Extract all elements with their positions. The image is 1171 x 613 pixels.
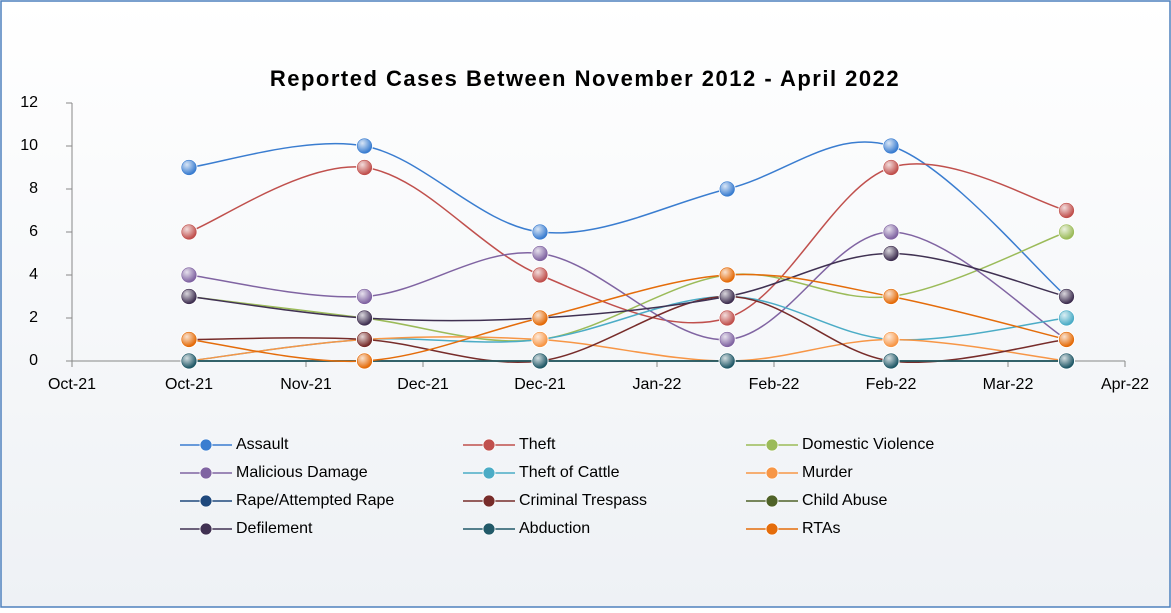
point-highlight	[720, 354, 735, 368]
point-highlight	[357, 139, 372, 153]
point-highlight	[182, 225, 196, 239]
legend-label: Murder	[802, 464, 853, 481]
point-highlight	[720, 268, 735, 282]
legend-marker	[482, 466, 496, 480]
point-highlight	[533, 311, 547, 325]
point-highlight	[357, 311, 372, 325]
x-tick-label: Oct-21	[165, 376, 213, 393]
point-highlight	[884, 354, 898, 368]
series-line	[188, 336, 1067, 362]
legend-marker	[199, 522, 213, 536]
legend-label: Abduction	[519, 520, 590, 537]
point-highlight	[720, 332, 735, 347]
legend-marker	[482, 522, 496, 536]
point-highlight	[884, 289, 898, 304]
legend-marker	[199, 494, 213, 508]
legend-label: Malicious Damage	[236, 464, 368, 481]
point-highlight	[1059, 225, 1074, 239]
point-highlight	[182, 354, 196, 368]
legend-label: Assault	[236, 436, 289, 453]
point-highlight	[357, 354, 372, 368]
y-tick-label: 10	[20, 137, 38, 154]
y-tick-label: 6	[29, 223, 38, 240]
point-highlight	[720, 311, 735, 325]
legend-label: Defilement	[236, 520, 313, 537]
point-highlight	[884, 332, 898, 347]
series-line	[188, 252, 1067, 322]
point-highlight	[182, 268, 196, 282]
point-highlight	[533, 268, 547, 282]
point-highlight	[533, 246, 547, 261]
series-line	[188, 295, 1067, 364]
legend-label: RTAs	[802, 520, 841, 537]
point-highlight	[533, 354, 547, 368]
legend-marker	[765, 494, 779, 508]
point-highlight	[720, 182, 735, 196]
point-highlight	[1059, 203, 1074, 218]
series-line	[188, 163, 1067, 324]
series-line	[188, 231, 1067, 341]
point-highlight	[357, 289, 372, 304]
y-tick-label: 12	[20, 94, 38, 111]
point-highlight	[1059, 311, 1074, 325]
point-highlight	[1059, 332, 1074, 347]
point-highlight	[884, 225, 898, 239]
x-tick-label: Oct-21	[48, 376, 96, 393]
legend-marker	[765, 466, 779, 480]
y-tick-label: 2	[29, 309, 38, 326]
x-tick-label: Nov-21	[280, 376, 332, 393]
legend-marker	[199, 466, 213, 480]
point-highlight	[357, 332, 372, 347]
legend-label: Child Abuse	[802, 492, 887, 509]
legend-label: Theft of Cattle	[519, 464, 620, 481]
y-tick-label: 8	[29, 180, 38, 197]
point-highlight	[1059, 354, 1074, 368]
point-highlight	[533, 332, 547, 347]
point-highlight	[182, 160, 196, 175]
x-tick-label: Dec-21	[397, 376, 449, 393]
x-tick-label: Mar-22	[983, 376, 1034, 393]
x-tick-label: Jan-22	[633, 376, 682, 393]
series-line	[188, 231, 1067, 342]
point-highlight	[884, 160, 898, 175]
point-highlight	[182, 332, 196, 347]
legend-marker	[482, 494, 496, 508]
y-tick-label: 0	[29, 352, 38, 369]
point-highlight	[884, 246, 898, 261]
point-highlight	[182, 289, 196, 304]
legend-marker	[482, 438, 496, 452]
point-highlight	[1059, 289, 1074, 304]
x-tick-label: Feb-22	[749, 376, 800, 393]
legend-marker	[199, 438, 213, 452]
point-highlight	[357, 160, 372, 175]
x-tick-label: Apr-22	[1101, 376, 1149, 393]
chart-title: Reported Cases Between November 2012 - A…	[270, 66, 900, 91]
point-highlight	[884, 139, 898, 153]
legend-label: Rape/Attempted Rape	[236, 492, 394, 509]
legend-marker	[765, 438, 779, 452]
point-highlight	[533, 225, 547, 239]
legend-label: Domestic Violence	[802, 436, 934, 453]
y-tick-label: 4	[29, 266, 38, 283]
point-highlight	[720, 289, 735, 304]
x-tick-label: Feb-22	[866, 376, 917, 393]
legend-marker	[765, 522, 779, 536]
series-line	[188, 273, 1067, 363]
legend-label: Criminal Trespass	[519, 492, 647, 509]
x-tick-label: Dec-21	[514, 376, 566, 393]
legend-label: Theft	[519, 436, 556, 453]
